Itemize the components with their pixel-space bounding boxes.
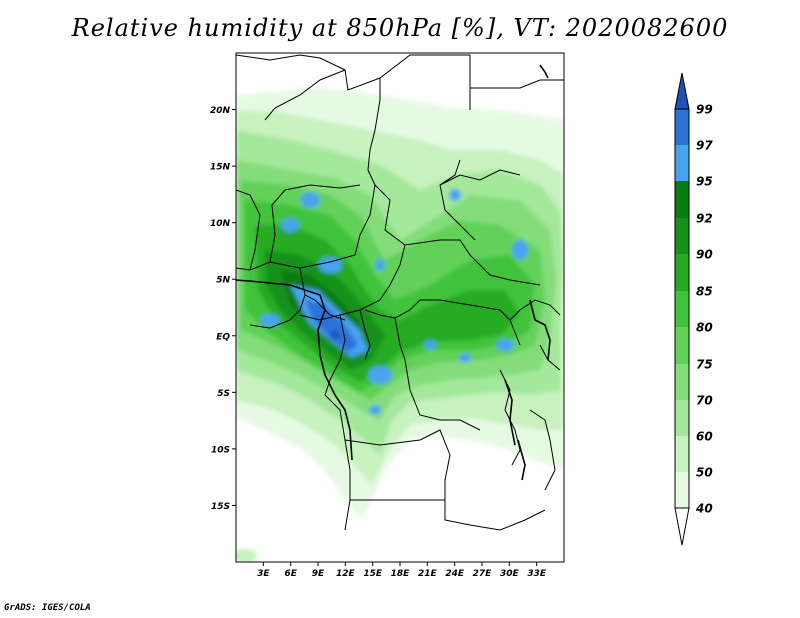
- colorbar-label: 97: [696, 139, 713, 153]
- latitude-tick-labels: 20N 15N 10N 5N EQ 5S 10S 15S: [210, 106, 236, 512]
- lat-tick-label: 15N: [210, 163, 231, 173]
- colorbar-frame: [674, 108, 690, 509]
- lon-tick-label: 27E: [473, 569, 493, 579]
- colorbar: 40 50 60 70 75 80 85 90 92 95 97 99: [674, 72, 713, 546]
- colorbar-label: 92: [696, 212, 713, 226]
- lat-tick-label: 5N: [216, 276, 230, 286]
- colorbar-segment: [675, 181, 689, 218]
- colorbar-segment: [675, 218, 689, 254]
- colorbar-segment: [675, 109, 689, 145]
- colorbar-label: 75: [696, 358, 713, 372]
- colorbar-label: 40: [695, 502, 713, 516]
- colorbar-segment: [675, 364, 689, 400]
- longitude-tick-labels: 3E 6E 9E 12E 15E 18E 21E 24E 27E 30E 33E: [257, 562, 547, 579]
- colorbar-label: 99: [696, 103, 713, 117]
- country-borders: [236, 54, 564, 531]
- colorbar-label: 95: [696, 175, 713, 189]
- lat-tick-label: 20N: [210, 106, 231, 116]
- lat-tick-label: 10N: [210, 219, 231, 229]
- lon-tick-label: 24E: [445, 569, 465, 579]
- colorbar-label: 50: [696, 466, 713, 480]
- colorbar-segment: [675, 472, 689, 508]
- figure-title: Relative humidity at 850hPa [%], VT: 202…: [71, 14, 729, 42]
- colorbar-label: 85: [696, 285, 713, 299]
- colorbar-label: 80: [696, 321, 713, 335]
- grads-credit: GrADS: IGES/COLA: [4, 603, 91, 613]
- colorbar-segment: [675, 254, 689, 291]
- lon-tick-label: 3E: [257, 569, 270, 579]
- colorbar-segment: [675, 400, 689, 436]
- colorbar-label: 60: [696, 430, 713, 444]
- lon-tick-label: 15E: [363, 569, 383, 579]
- lon-tick-label: 21E: [418, 569, 438, 579]
- lon-tick-label: 18E: [391, 569, 411, 579]
- lon-tick-label: 6E: [284, 569, 297, 579]
- colorbar-segment: [675, 327, 689, 364]
- colorbar-segment: [675, 291, 689, 327]
- colorbar-label: 70: [696, 394, 713, 408]
- lon-tick-label: 30E: [500, 569, 520, 579]
- colorbar-segment: [675, 436, 689, 472]
- lon-tick-label: 12E: [336, 569, 356, 579]
- lat-tick-label: 5S: [217, 389, 230, 399]
- colorbar-under-triangle: [674, 507, 690, 546]
- lon-tick-label: 33E: [527, 569, 547, 579]
- lat-tick-label: EQ: [216, 332, 230, 342]
- humidity-fill-layer: [236, 53, 564, 562]
- lon-tick-label: 9E: [312, 569, 325, 579]
- coastline: [236, 64, 551, 481]
- colorbar-label: 90: [696, 248, 713, 262]
- colorbar-over-triangle: [674, 72, 690, 110]
- colorbar-segment: [675, 145, 689, 181]
- lat-tick-label: 10S: [211, 445, 230, 455]
- lat-tick-label: 15S: [211, 502, 230, 512]
